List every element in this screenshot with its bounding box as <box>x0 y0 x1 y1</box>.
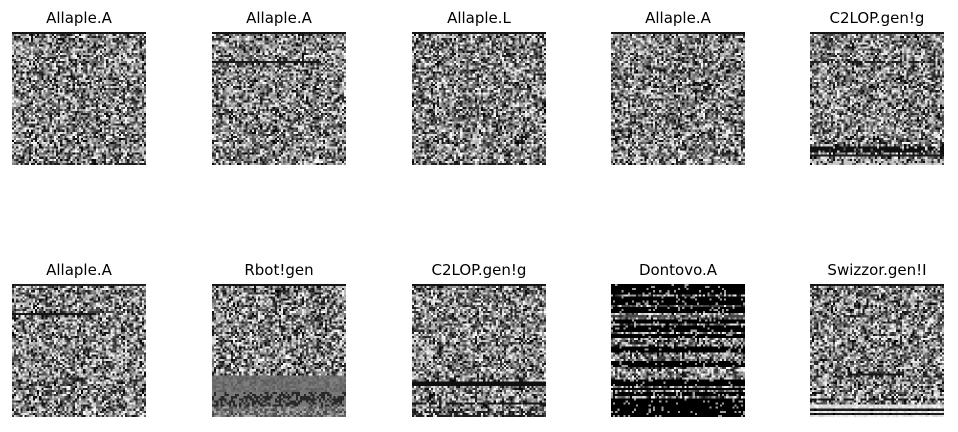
malware-texture-image <box>12 284 146 417</box>
malware-texture-image <box>810 32 944 165</box>
panel-title: Allaple.A <box>645 9 711 27</box>
panel-title: C2LOP.gen!g <box>431 261 527 279</box>
panel-title: Allaple.A <box>246 9 312 27</box>
malware-texture-image <box>212 32 346 165</box>
panel-title: Allaple.A <box>46 9 112 27</box>
malware-texture-image <box>412 284 546 417</box>
malware-texture-image <box>12 32 146 165</box>
panel-title: C2LOP.gen!g <box>829 9 925 27</box>
panel-title: Rbot!gen <box>244 261 314 279</box>
panel-title: Allaple.L <box>447 9 511 27</box>
malware-texture-image <box>611 32 745 165</box>
malware-texture-image <box>611 284 745 417</box>
malware-texture-image <box>212 284 346 417</box>
panel-title: Allaple.A <box>46 261 112 279</box>
panel-title: Dontovo.A <box>638 261 718 279</box>
malware-texture-image <box>810 284 944 417</box>
malware-texture-image <box>412 32 546 165</box>
panel-title: Swizzor.gen!I <box>827 261 927 279</box>
